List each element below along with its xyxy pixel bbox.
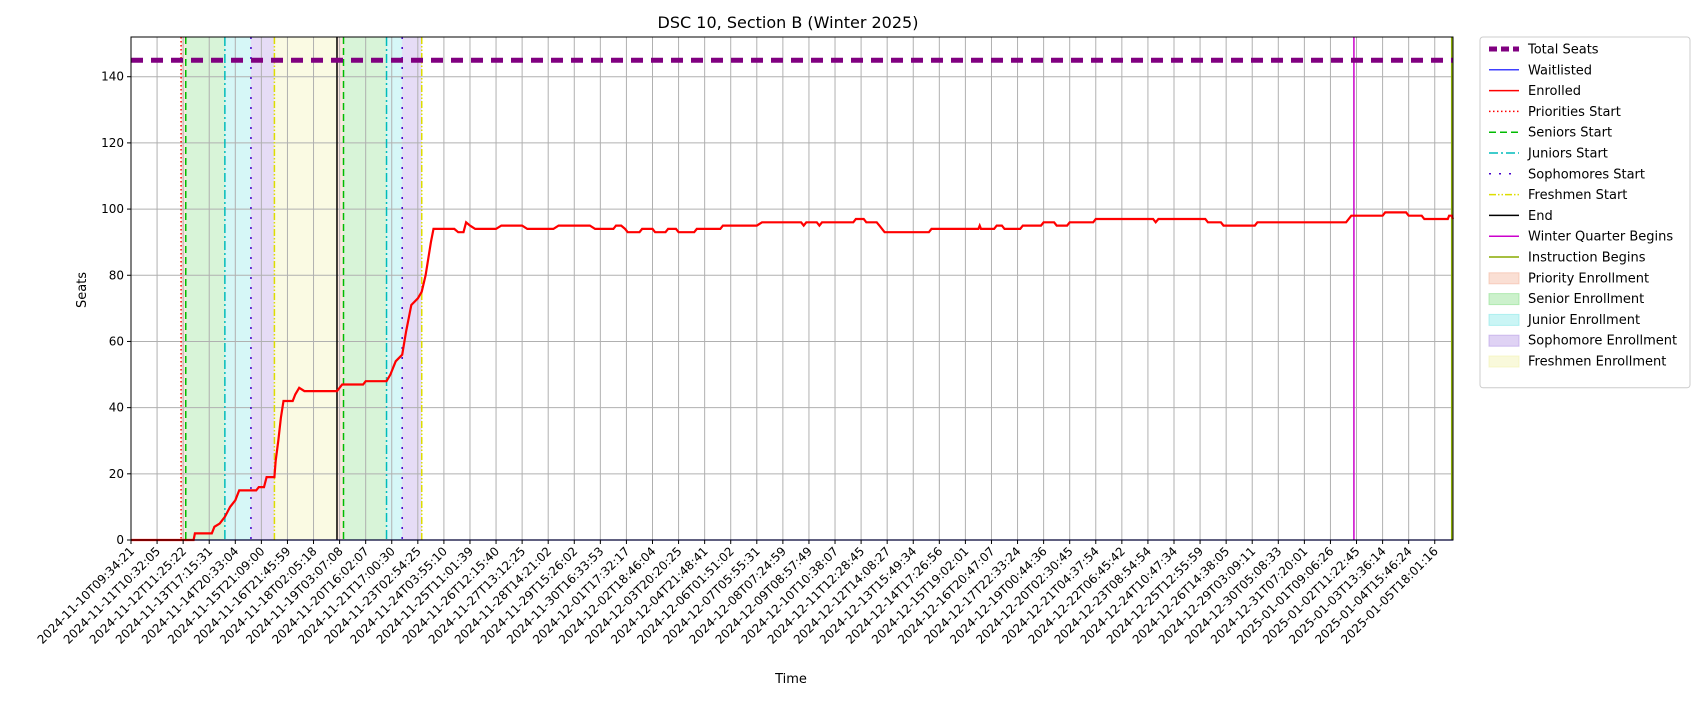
legend-label-6: Sophomores Start <box>1528 167 1645 182</box>
legend-label-4: Seniors Start <box>1528 126 1612 141</box>
enrollment-period-regions <box>181 37 422 540</box>
legend-label-7: Freshmen Start <box>1528 188 1627 203</box>
series-line-2 <box>131 211 1455 542</box>
y-axis-title: Seats <box>75 272 90 308</box>
x-axis-title: Time <box>774 672 807 687</box>
legend-label-11: Priority Enrollment <box>1528 271 1649 286</box>
region-6 <box>343 37 387 540</box>
legend-label-0: Total Seats <box>1527 43 1599 58</box>
event-lines <box>180 37 1453 540</box>
legend-label-15: Freshmen Enrollment <box>1528 355 1666 370</box>
legend-label-12: Senior Enrollment <box>1528 292 1644 307</box>
y-tick-label-7: 140 <box>101 70 124 84</box>
legend-label-8: End <box>1528 209 1553 224</box>
region-4 <box>274 37 337 540</box>
region-3 <box>250 37 275 540</box>
y-tick-label-0: 0 <box>116 533 124 547</box>
legend-swatch-15 <box>1488 355 1520 368</box>
plot-frame <box>130 36 1454 541</box>
y-tick-label-4: 80 <box>109 268 124 282</box>
region-7 <box>386 37 403 540</box>
y-tick-label-6: 120 <box>101 136 124 150</box>
region-1 <box>185 37 225 540</box>
legend-label-1: Waitlisted <box>1528 63 1592 78</box>
region-8 <box>402 37 422 540</box>
legend-swatch-14 <box>1488 334 1520 347</box>
region-5 <box>336 37 344 540</box>
legend-box <box>1479 36 1691 389</box>
grid-lines <box>130 37 1453 541</box>
legend-swatch-12 <box>1488 293 1520 306</box>
y-tick-label-3: 60 <box>109 334 124 348</box>
legend-swatch-11 <box>1488 272 1520 285</box>
y-tick-label-2: 40 <box>109 401 124 415</box>
chart-title: DSC 10, Section B (Winter 2025) <box>658 13 919 32</box>
legend-label-3: Priorities Start <box>1528 105 1621 120</box>
legend-label-14: Sophomore Enrollment <box>1528 334 1677 349</box>
legend-label-9: Winter Quarter Begins <box>1528 230 1673 245</box>
legend-label-10: Instruction Begins <box>1528 251 1646 266</box>
legend: Total Seats Waitlisted Enrolled Priorities … <box>1479 36 1691 389</box>
x-axis-ticks: 2024-11-10T09:34:212024-11-11T10:32:0520… <box>35 540 1441 647</box>
y-tick-label-1: 20 <box>109 467 124 481</box>
y-tick-label-5: 100 <box>101 202 124 216</box>
legend-label-5: Juniors Start <box>1527 147 1608 162</box>
legend-swatch-13 <box>1488 313 1520 326</box>
legend-label-13: Junior Enrollment <box>1527 313 1640 328</box>
legend-label-2: Enrolled <box>1528 84 1581 99</box>
region-2 <box>224 37 251 540</box>
y-axis-ticks: 0 20 40 60 80 100 120 140 <box>101 70 131 547</box>
